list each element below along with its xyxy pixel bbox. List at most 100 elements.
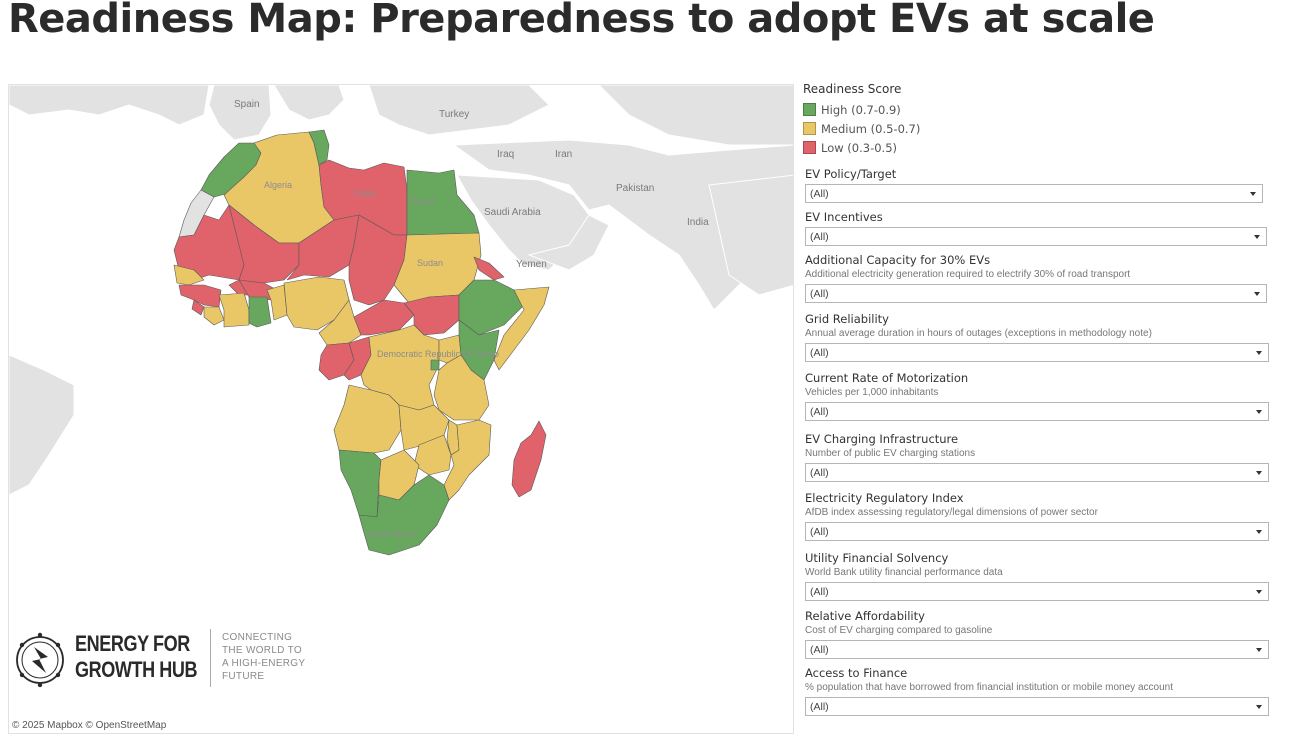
country-ivory-coast[interactable] xyxy=(218,292,250,328)
legend-item-high[interactable]: High (0.7-0.9) xyxy=(803,100,1273,119)
map-label-saudi-arabia: Saudi Arabia xyxy=(484,207,541,218)
filter-title: Grid Reliability xyxy=(805,312,889,326)
country-rwanda-burundi[interactable] xyxy=(430,359,440,371)
country-tunisia[interactable] xyxy=(308,129,330,166)
background-land xyxy=(9,85,793,496)
filter-value: (All) xyxy=(810,526,829,538)
filter-value: (All) xyxy=(810,701,829,713)
country-somalia[interactable] xyxy=(493,286,550,371)
country-egypt[interactable] xyxy=(406,169,480,236)
filter-ev-policy-target: EV Policy/Target (All) xyxy=(805,167,1271,203)
filter-value: (All) xyxy=(810,467,829,479)
filter-title: EV Charging Infrastructure xyxy=(805,432,959,446)
filter-title: Relative Affordability xyxy=(805,609,925,623)
filter-description: World Bank utility financial performance… xyxy=(805,567,1003,578)
filter-title: Access to Finance xyxy=(805,666,908,680)
filter-value: (All) xyxy=(810,347,829,359)
filter-description: % population that have borrowed from fin… xyxy=(805,682,1173,693)
map-label-libya: Libya xyxy=(354,188,376,198)
filter-access-to-finance: Access to Finance % population that have… xyxy=(805,666,1271,716)
country-ghana[interactable] xyxy=(248,296,272,328)
africa-readiness-map[interactable]: Spain Turkey Iraq Iran Pakistan India Sa… xyxy=(9,85,794,734)
filter-dropdown[interactable]: (All) xyxy=(805,640,1269,659)
country-angola[interactable] xyxy=(333,384,402,454)
filter-value: (All) xyxy=(810,288,829,300)
chevron-down-icon xyxy=(1256,590,1262,594)
legend-item-medium[interactable]: Medium (0.5-0.7) xyxy=(803,119,1273,138)
filter-title: Current Rate of Motorization xyxy=(805,371,969,385)
legend-label-medium: Medium (0.5-0.7) xyxy=(821,121,921,136)
country-madagascar[interactable] xyxy=(511,420,547,498)
filter-grid-reliability: Grid Reliability Annual average duration… xyxy=(805,312,1271,362)
filter-description: Number of public EV charging stations xyxy=(805,448,976,459)
filter-electricity-regulatory-index: Electricity Regulatory Index AfDB index … xyxy=(805,491,1271,541)
map-labels: Spain Turkey Iraq Iran Pakistan India Sa… xyxy=(234,99,709,539)
chevron-down-icon xyxy=(1254,235,1260,239)
page-title: Readiness Map: Preparedness to adopt EVs… xyxy=(8,0,1155,42)
filter-value: (All) xyxy=(810,231,829,243)
filter-additional-capacity: Additional Capacity for 30% EVs Addition… xyxy=(805,253,1271,303)
country-togo-benin[interactable] xyxy=(266,284,288,321)
country-chad[interactable] xyxy=(348,214,408,306)
chevron-down-icon xyxy=(1256,530,1262,534)
filter-value: (All) xyxy=(810,188,829,200)
filter-sidebar: Readiness Score High (0.7-0.9) Medium (0… xyxy=(803,82,1273,716)
chevron-down-icon xyxy=(1254,292,1260,296)
logo-divider xyxy=(210,629,211,687)
country-senegal[interactable] xyxy=(173,264,205,286)
chevron-down-icon xyxy=(1250,192,1256,196)
map-label-south-africa: South Africa xyxy=(366,529,415,539)
map-label-algeria: Algeria xyxy=(264,180,292,190)
filter-dropdown[interactable]: (All) xyxy=(805,402,1269,421)
filter-title: EV Incentives xyxy=(805,210,883,224)
filter-dropdown[interactable]: (All) xyxy=(805,522,1269,541)
filter-value: (All) xyxy=(810,644,829,656)
filter-utility-financial-solvency: Utility Financial Solvency World Bank ut… xyxy=(805,551,1271,601)
legend-swatch-low xyxy=(803,141,816,154)
filter-ev-incentives: EV Incentives (All) xyxy=(805,210,1271,246)
country-sierra-leone[interactable] xyxy=(191,299,205,316)
filter-dropdown[interactable]: (All) xyxy=(805,463,1269,482)
filter-dropdown[interactable]: (All) xyxy=(805,343,1269,362)
legend-swatch-high xyxy=(803,103,816,116)
map-label-pakistan: Pakistan xyxy=(616,183,654,194)
legend-item-low[interactable]: Low (0.3-0.5) xyxy=(803,138,1273,157)
country-car[interactable] xyxy=(353,299,415,336)
filter-dropdown[interactable]: (All) xyxy=(805,697,1269,716)
country-south-africa[interactable] xyxy=(358,474,450,556)
map-label-spain: Spain xyxy=(234,99,260,110)
map-attribution[interactable]: © 2025 Mapbox © OpenStreetMap xyxy=(12,720,167,731)
filter-title: EV Policy/Target xyxy=(805,167,897,181)
filter-value: (All) xyxy=(810,406,829,418)
map-label-egypt: Egypt xyxy=(411,196,435,206)
filter-description: Vehicles per 1,000 inhabitants xyxy=(805,387,939,398)
energy-hub-logo-icon xyxy=(16,632,64,688)
map-panel[interactable]: Spain Turkey Iraq Iran Pakistan India Sa… xyxy=(8,84,794,734)
country-guinea[interactable] xyxy=(178,284,222,308)
country-cameroon[interactable] xyxy=(318,299,362,346)
filter-description: AfDB index assessing regulatory/legal di… xyxy=(805,507,1098,518)
filter-dropdown[interactable]: (All) xyxy=(805,227,1267,246)
country-niger[interactable] xyxy=(286,214,360,281)
map-label-turkey: Turkey xyxy=(439,109,469,120)
energy-for-growth-hub-logo: ENERGY FOR GROWTH HUB CONNECTING THE WOR… xyxy=(12,627,312,693)
filter-title: Utility Financial Solvency xyxy=(805,551,949,565)
logo-wordmark: ENERGY FOR GROWTH HUB xyxy=(75,631,198,682)
filter-motorization-rate: Current Rate of Motorization Vehicles pe… xyxy=(805,371,1271,421)
chevron-down-icon xyxy=(1256,471,1262,475)
country-tanzania[interactable] xyxy=(433,354,490,421)
filter-dropdown[interactable]: (All) xyxy=(805,582,1269,601)
country-mozambique[interactable] xyxy=(443,419,492,501)
filter-dropdown[interactable]: (All) xyxy=(805,184,1263,203)
country-south-sudan[interactable] xyxy=(403,294,460,336)
legend-label-high: High (0.7-0.9) xyxy=(821,102,901,117)
filter-dropdown[interactable]: (All) xyxy=(805,284,1267,303)
legend-label-low: Low (0.3-0.5) xyxy=(821,140,898,155)
africa-countries[interactable] xyxy=(173,129,550,556)
country-namibia[interactable] xyxy=(338,449,382,518)
map-label-sudan: Sudan xyxy=(417,258,443,268)
country-eritrea[interactable] xyxy=(473,256,505,281)
country-liberia[interactable] xyxy=(203,306,225,326)
filter-value: (All) xyxy=(810,586,829,598)
filter-description: Cost of EV charging compared to gasoline xyxy=(805,625,993,636)
